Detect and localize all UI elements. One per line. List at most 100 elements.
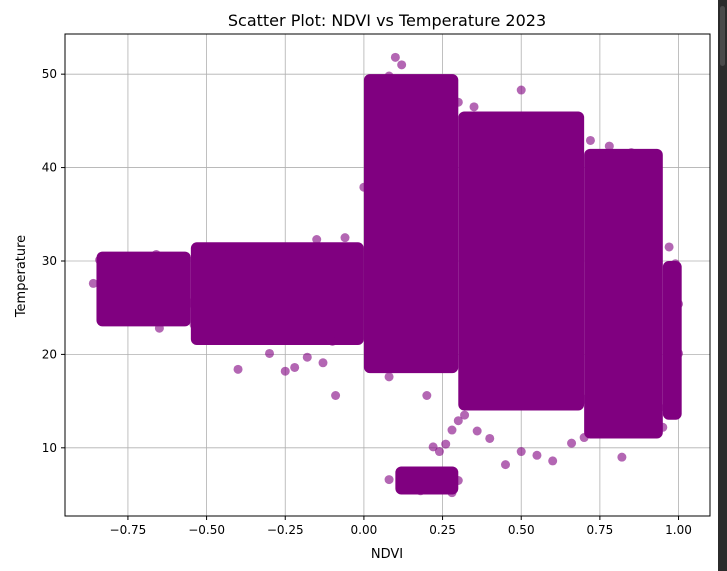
data-point [453,476,463,486]
data-point [340,233,350,243]
data-point [655,403,665,413]
data-point [397,60,407,70]
data-point [280,366,290,376]
data-point [88,278,98,288]
data-point [327,336,337,346]
data-point [642,411,652,421]
data-point [579,394,589,404]
data-point [548,456,558,466]
data-point [343,331,353,341]
data-point [422,391,432,400]
data-point [217,249,227,259]
data-point [170,291,180,301]
data-point [422,477,432,487]
x-tick-label: −0.25 [267,523,304,537]
data-point [416,486,426,496]
y-tick-label: 50 [42,67,57,81]
data-point [290,362,300,372]
data-point [113,309,123,319]
data-point [567,438,577,448]
data-point [412,349,422,359]
data-point [472,426,482,436]
y-tick-label: 20 [42,347,57,361]
data-point [302,352,312,362]
data-point [397,472,407,482]
y-axis-ticks: 10 20 30 40 50 [42,67,65,455]
data-point [500,365,510,375]
data-point [532,450,542,460]
data-point [664,242,674,252]
data-point [670,259,680,269]
data-point [145,283,155,293]
data-point [409,467,419,477]
data-point [265,348,275,358]
data-point [403,84,413,94]
data-point [428,468,438,478]
x-axis-label: NDVI [371,547,403,562]
data-point [98,293,108,303]
dense-point-region [584,148,663,439]
data-point [667,380,677,390]
data-point [331,391,341,400]
data-point [478,350,488,360]
data-point [359,182,369,192]
x-axis-ticks: −0.75 −0.50 −0.25 0.00 0.25 0.50 0.75 1.00 [110,516,692,537]
data-point [161,280,171,290]
data-point [318,358,328,368]
y-tick-label: 40 [42,161,57,175]
data-point [400,350,410,360]
dense-point-region [190,242,364,346]
data-point [101,307,111,317]
data-point [438,484,448,494]
data-point [648,195,658,205]
x-tick-label: −0.50 [188,523,225,537]
data-point [626,419,636,429]
dense-point-region [458,111,585,411]
data-point [636,160,646,170]
data-point [158,294,168,304]
data-point [617,452,627,462]
data-point [548,400,558,410]
data-point [428,442,438,452]
data-point [375,362,385,372]
y-axis-label: Temperature [14,235,29,318]
data-point [151,249,161,259]
scrollbar-thumb[interactable] [720,6,725,66]
data-point [255,333,265,343]
data-point [447,488,457,498]
data-point [460,410,470,420]
data-point [422,92,432,102]
data-point [384,475,394,485]
data-point [365,346,375,356]
data-point [441,439,451,449]
x-tick-label: 0.75 [587,523,614,537]
data-point [453,97,463,107]
data-point [139,289,149,299]
data-point [485,433,495,443]
x-tick-label: 0.50 [508,523,535,537]
data-point [195,266,205,276]
y-tick-label: 30 [42,254,57,268]
data-point [189,320,199,330]
data-point [202,252,212,262]
data-point [249,248,259,258]
data-point [598,405,608,415]
data-point [176,273,186,283]
data-points [88,52,684,498]
data-point [604,428,614,438]
data-point [123,307,133,317]
plot-area-border [64,33,711,517]
data-point [541,119,551,129]
data-point [233,364,243,374]
data-point [312,235,322,245]
data-point [453,416,463,426]
x-tick-label: 0.25 [429,523,456,537]
data-point [384,372,394,382]
data-point [658,422,668,432]
data-point [532,369,542,379]
vertical-scrollbar[interactable] [718,0,727,571]
data-point [585,135,595,145]
dense-point-region [96,251,191,327]
